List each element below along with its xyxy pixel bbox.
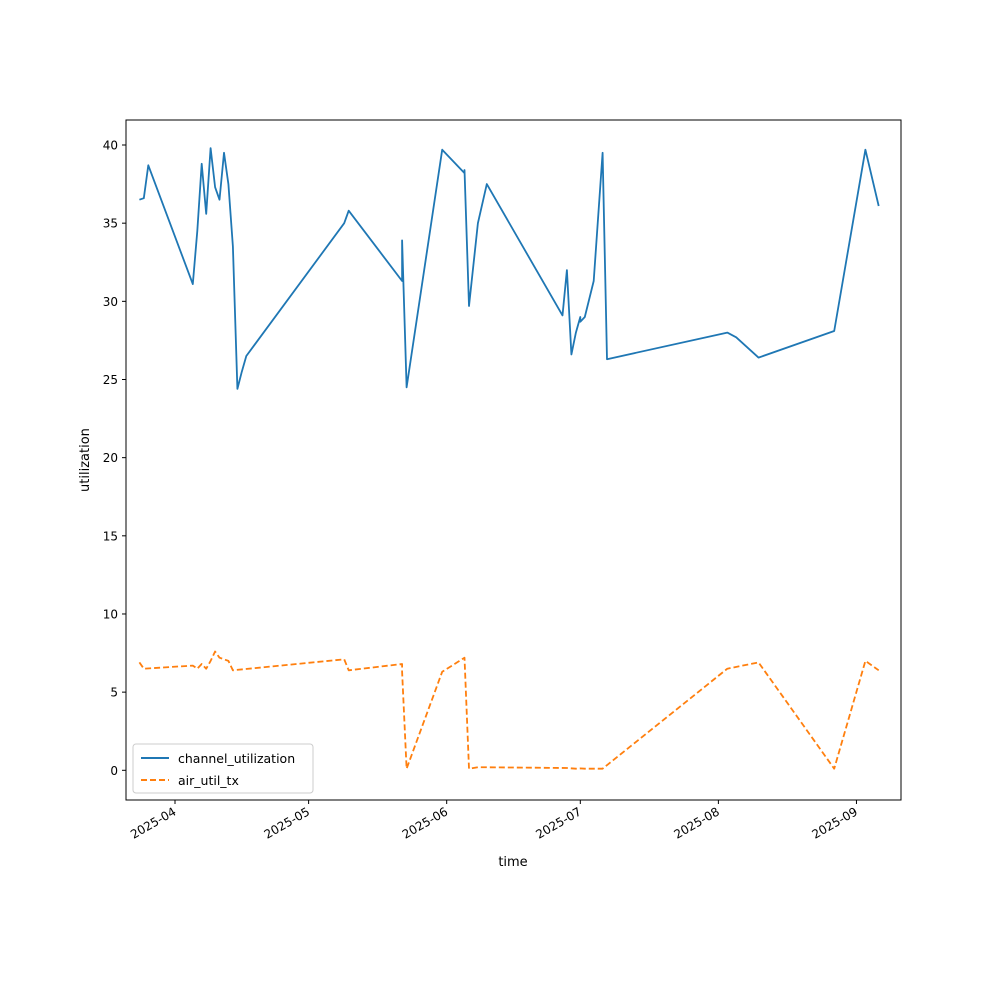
y-tick-label: 0 [110,764,118,778]
y-tick-label: 15 [103,529,118,543]
series-line-channel-utilization [139,147,880,390]
y-tick-label: 40 [103,139,118,153]
y-axis-label: utilization [78,428,93,492]
series-line-air-util-tx [138,650,880,770]
y-tick-label: 30 [103,295,118,309]
x-axis-label: time [498,855,527,870]
legend: channel_utilization air_util_tx [132,743,314,794]
y-tick-label: 10 [103,607,118,621]
legend-label-channel-utilization: channel_utilization [178,751,295,766]
legend-label-air-util-tx: air_util_tx [178,773,239,788]
y-tick-label: 35 [103,217,118,231]
y-tick-label: 20 [103,451,118,465]
plot-area-frame [125,119,902,801]
y-tick-label: 5 [110,686,118,700]
y-axis: 0 5 10 15 20 25 30 35 40 [103,139,126,778]
y-tick-label: 25 [103,373,118,387]
legend-box [132,743,314,794]
series-layer [138,147,880,770]
